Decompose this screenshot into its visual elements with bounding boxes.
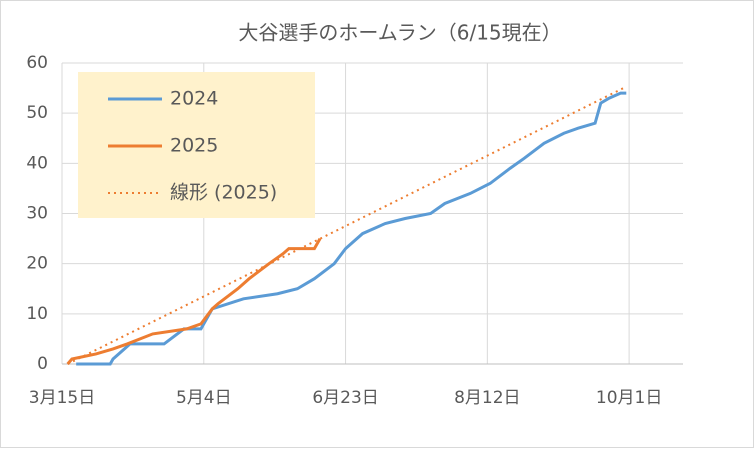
x-tick-label: 8月12日 [454,388,520,408]
y-tick-label: 40 [26,153,48,173]
y-tick-label: 20 [26,254,48,274]
series-line [67,87,624,365]
legend: 2024 2025 線形 (2025) [108,88,277,204]
chart-title: 大谷選手のホームラン（6/15現在） [238,21,561,45]
x-tick-label: 5月4日 [176,388,232,408]
legend-label: 2025 [170,135,218,157]
y-tick-label: 10 [26,304,48,324]
y-tick-label: 50 [26,103,48,123]
legend-label: 線形 (2025) [170,182,277,204]
x-tick-label: 3月15日 [29,388,95,408]
y-tick-label: 0 [37,354,48,374]
plot [66,87,627,366]
x-tick-label: 6月23日 [312,388,378,408]
x-tick-label: 10月1日 [596,388,662,408]
legend-label: 2024 [170,88,218,110]
series-line [66,237,322,365]
y-tick-label: 60 [26,53,48,73]
y-tick-label: 30 [26,204,48,224]
